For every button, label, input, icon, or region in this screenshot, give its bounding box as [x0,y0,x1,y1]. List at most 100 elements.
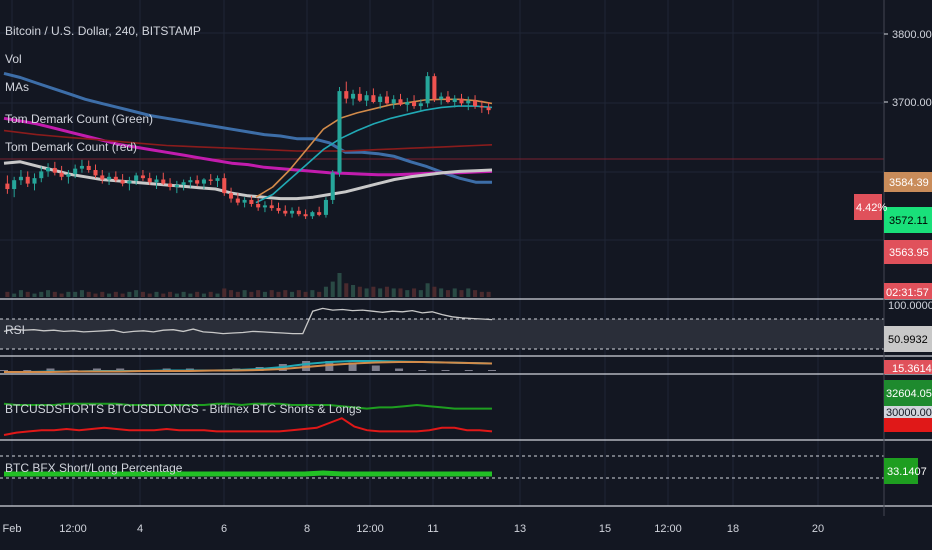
shorts-longs-pane[interactable] [3,402,493,436]
candle-body [5,183,10,190]
short-long-percentage-pane[interactable] [0,455,884,479]
shorts-longs-legend: BTCUSDSHORTS BTCUSDLONGS - Bitfinex BTC … [5,402,362,416]
candle-body [418,103,423,107]
macd-histogram-bar [92,368,101,371]
volume-bar [452,288,457,297]
candle-body [93,170,98,176]
volume-bar [147,293,152,297]
candle-body [100,175,105,180]
candle-body [290,210,295,214]
candle-body [107,176,112,180]
price-tick-3800: 3800.00 [892,29,932,41]
candle-body [59,172,64,177]
pct-value-text: 33.1407 [887,466,927,478]
macd-histogram-bar [116,368,125,371]
volume-bar [100,291,105,297]
volume-bar [418,290,423,297]
volume-bar [140,291,145,297]
candle-body [229,193,234,199]
time-tick-label: 20 [812,523,824,535]
rsi-value-text: 50.9932 [888,334,928,346]
volume-bar [242,290,247,297]
volume-bar [412,288,417,297]
volume-bar [445,290,450,297]
volume-bar [439,288,444,297]
volume-bar [479,291,484,297]
rsi-pane[interactable] [0,307,884,350]
price-pane[interactable] [0,71,884,297]
time-tick-label: 12:00 [356,523,384,535]
volume-legend: Vol [5,52,22,66]
volume-bar [188,293,193,297]
candle-body [134,175,139,181]
pct-line [4,470,492,477]
volume-bar [46,290,51,297]
volume-bar [344,283,349,297]
volume-bar [195,291,200,297]
candle-body [161,179,166,184]
volume-bar [215,293,220,297]
volume-bar [208,291,213,297]
candle-body [459,98,464,104]
volume-bar [5,291,10,297]
mas-legend: MAs [5,80,29,94]
moving-average-white_ma [3,160,493,201]
time-tick-label: 12:00 [59,523,87,535]
macd-pane[interactable] [0,360,496,373]
volume-bar [391,288,396,297]
candle-body [32,178,37,184]
candle-body [86,165,91,170]
moving-average-teal_ma [255,105,493,204]
price-tag-red-text: 3563.95 [889,247,929,259]
longs-line [3,402,492,410]
macd-histogram-bar [464,370,473,371]
time-tick-label: Feb [3,523,22,535]
time-tick-label: 8 [304,523,310,535]
volume-bar [59,293,64,297]
volume-bar [384,286,389,297]
pct-legend: BTC BFX Short/Long Percentage [5,461,183,475]
macd-histogram-bar [46,368,55,371]
macd-signal-line [4,361,493,373]
candle-body [357,93,362,101]
volume-bar [317,291,322,297]
time-axis[interactable]: Feb 12:00 4 6 8 12:00 11 13 15 12:00 18 20 [3,523,825,535]
candle-body [473,100,478,107]
candle-body [351,93,356,99]
price-tag-ma-text: 3584.39 [889,177,929,189]
candle-body [242,199,247,203]
volume-bar [371,286,376,297]
volume-bar [120,293,125,297]
shorts-green-text: 32604.056 [886,388,932,400]
candle-body [188,180,193,183]
volume-bar [262,291,267,297]
candle-body [445,96,450,102]
macd-histogram-bar [488,370,496,371]
macd-histogram-bar [418,370,427,371]
countdown-tag: 02:31:57 [884,283,932,299]
candle-body [235,198,240,203]
volume-bar [201,293,206,297]
candle-body [249,199,254,204]
volume-bar [466,288,471,297]
candle-body [262,205,267,208]
macd-histogram-bar [0,370,8,371]
candle-body [12,180,17,190]
volume-bar [154,291,159,297]
volume-bar [364,288,369,297]
countdown-text: 02:31:57 [886,287,929,299]
volume-bar [425,283,430,297]
time-tick-label: 13 [514,523,526,535]
candle-body [337,91,342,173]
volume-bar [486,291,491,297]
volume-bar [276,291,281,297]
volume-bar [310,290,315,297]
candle-body [283,210,288,214]
volume-bar [235,291,240,297]
price-tag-last-text: 3572.11 [889,215,928,227]
candle-body [371,95,376,102]
price-tick-3700: 3700.00 [892,97,932,109]
macd-histogram-bar [348,362,357,371]
candle-body [215,178,220,181]
